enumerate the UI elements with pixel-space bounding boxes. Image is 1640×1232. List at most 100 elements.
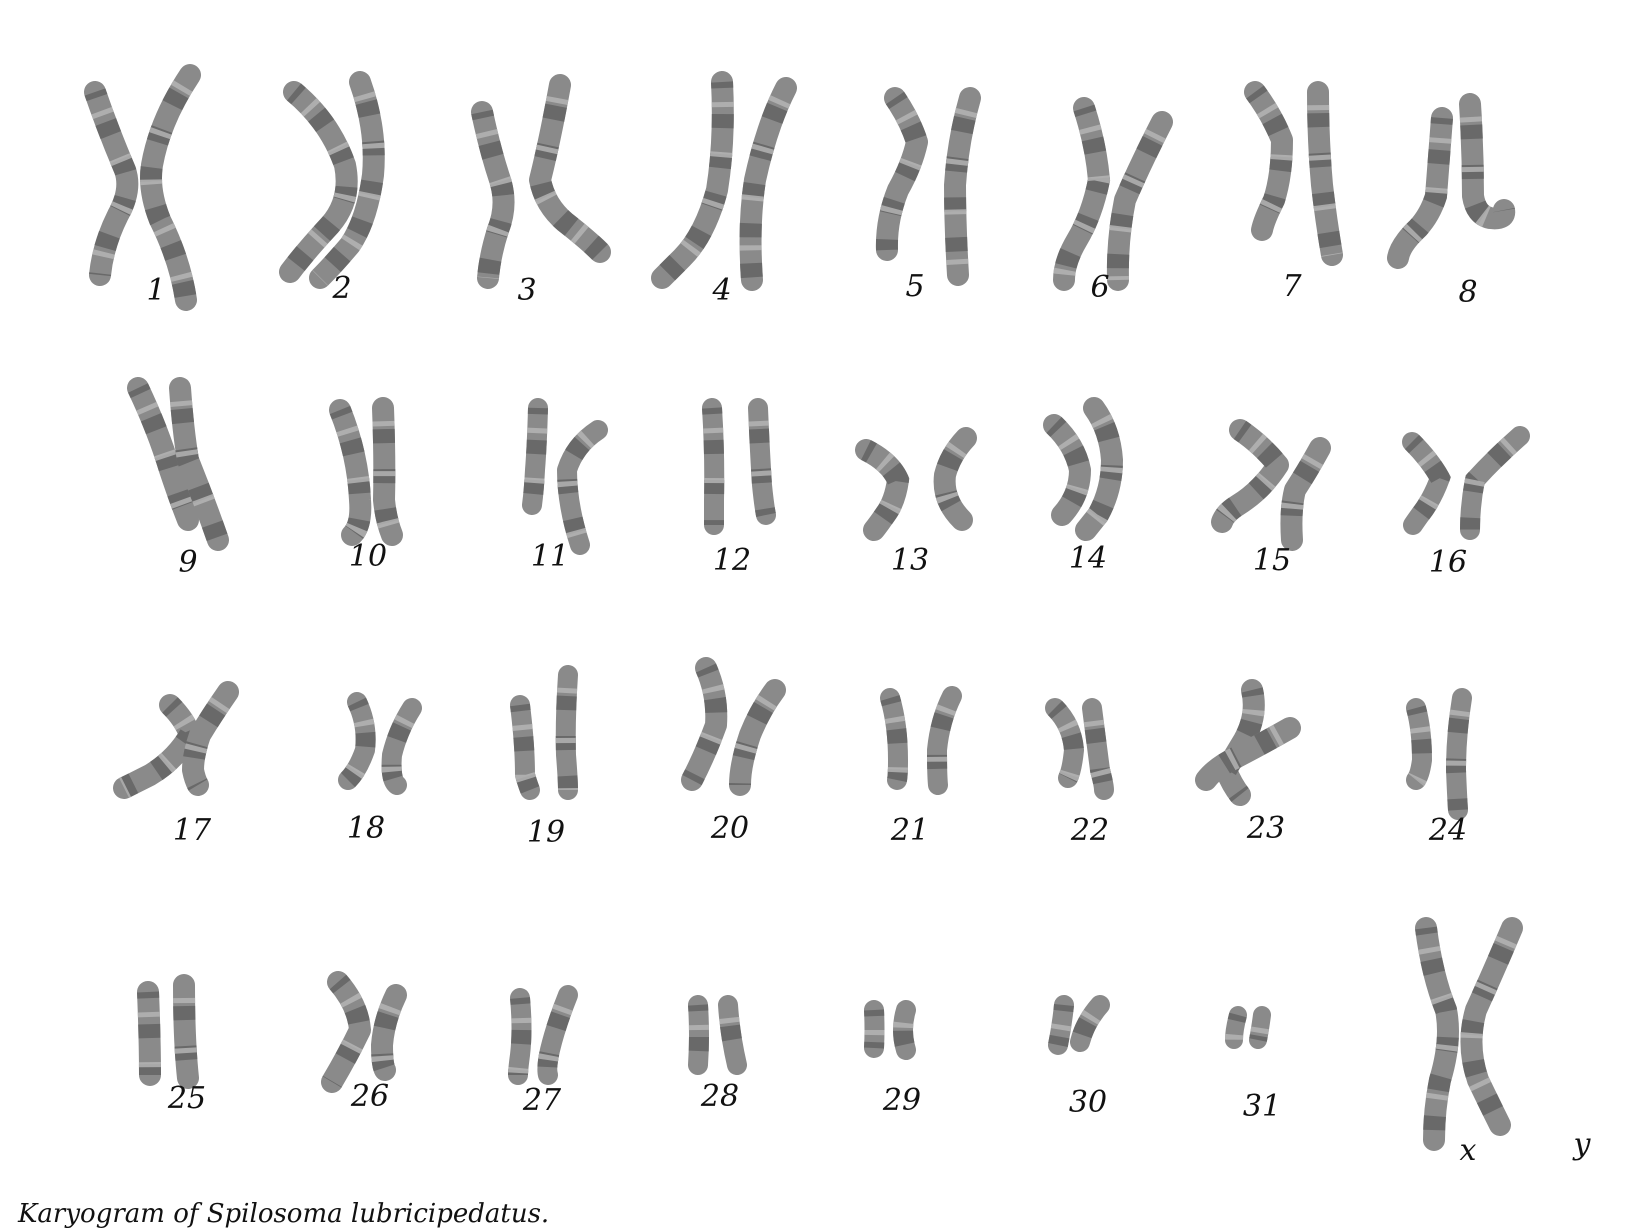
chromosome-21 [880,686,962,795]
dark-bands [864,1009,885,1049]
light-bands [860,440,910,537]
chromosome-12 [702,398,776,535]
chromosome-16 [1402,426,1530,540]
dark-bands [471,109,515,280]
chromosome-label-27: 27 [522,1083,562,1118]
chromosome-label-25: 25 [167,1081,206,1116]
chromosome-label-17: 17 [173,813,212,848]
dark-bands [370,990,406,1076]
chromosome-label-28: 28 [700,1079,739,1114]
light-bands [1211,420,1292,527]
chromosome-4 [651,71,797,291]
dark-bands [654,81,734,286]
chromosome-label-4: 4 [711,273,731,308]
chromosome-label-16: 16 [1429,545,1467,580]
dark-bands [510,703,540,794]
chromosome-8 [1387,93,1516,269]
chromosome-29 [864,1000,916,1060]
chromosome-label-22: 22 [1070,813,1109,848]
chromosome-22 [1045,698,1114,800]
chromatid-25-2 [173,974,199,1089]
chromatid-20-1 [681,657,728,791]
dark-bands [340,697,376,788]
chromatid-1-2 [140,64,201,311]
chromosome-27 [508,985,578,1085]
dark-bands [1082,706,1114,791]
chromosome-5 [875,87,981,286]
chromosome-label-6: 6 [1090,270,1109,305]
chromosome-9 [127,377,229,551]
chromosome-6 [1053,97,1173,291]
chromosome-23 [1195,679,1301,806]
chromosome-19 [510,665,578,800]
dark-bands [1307,91,1343,257]
dark-bands [1048,1003,1074,1047]
chromatid-7-1 [1244,81,1293,241]
dark-bands [372,407,403,540]
chromosome-label-2: 2 [331,271,351,306]
dark-bands [739,82,796,281]
light-bands [1249,1013,1271,1042]
light-bands [926,691,962,786]
light-bands [381,702,421,794]
chromosome-label-30: 30 [1069,1085,1107,1120]
light-bands [537,991,578,1078]
chromatid-24-1 [1406,698,1432,790]
chromosome-label-y: y [1572,1127,1592,1162]
chromosome-3 [471,74,611,289]
chromosome-11 [522,398,608,555]
chromosome-18 [338,692,422,795]
chromosome-24 [1406,688,1472,820]
chromosome-1 [84,64,201,311]
chromosome-2 [279,71,385,289]
chromatid-14-1 [1043,414,1091,526]
light-bands [875,91,929,251]
chromosome-label-20: 20 [710,811,749,846]
chromosome-28 [688,995,747,1075]
chromosome-label-1: 1 [146,273,165,308]
dark-bands [1415,926,1459,1141]
light-bands [510,703,540,794]
light-bands [508,997,532,1076]
light-bands [128,383,199,525]
light-bands [1280,442,1330,541]
chromosome-layer [84,64,1530,1151]
chromosome-label-19: 19 [527,815,565,850]
dark-bands [688,1004,709,1066]
dark-bands [1460,923,1523,1130]
dark-bands [329,405,372,543]
chromosome-15 [1211,419,1331,551]
chromosome-label-15: 15 [1253,543,1291,578]
dark-bands [1459,103,1516,230]
light-bands [702,407,725,525]
chromosome-7 [1244,81,1343,266]
light-bands [528,83,608,260]
chromosome-label-14: 14 [1069,541,1107,576]
light-bands [729,683,784,786]
dark-bands [1053,104,1111,281]
chromosome-26 [321,971,407,1093]
dark-bands [1197,718,1296,787]
dark-bands [880,695,909,782]
dark-bands [1445,696,1472,811]
chromatid-29-2 [893,1000,916,1060]
chromatid-17-1 [113,694,201,799]
light-bands [370,990,406,1076]
chromosome-20 [681,657,786,796]
dark-bands [1077,401,1124,537]
chromosome-31 [1225,1006,1271,1049]
dark-bands [1249,1013,1271,1042]
chromosome-label-8: 8 [1458,275,1477,310]
chromosome-label-3: 3 [517,273,536,308]
chromosome-label-13: 13 [891,543,929,578]
chromosome-label-12: 12 [713,543,751,578]
dark-bands [1387,117,1453,261]
light-bands [1460,923,1523,1130]
dark-bands [718,1004,747,1068]
chromosome-label-10: 10 [349,539,387,574]
dark-bands [748,407,776,517]
light-bands [739,82,796,281]
chromosome-30 [1048,995,1110,1055]
